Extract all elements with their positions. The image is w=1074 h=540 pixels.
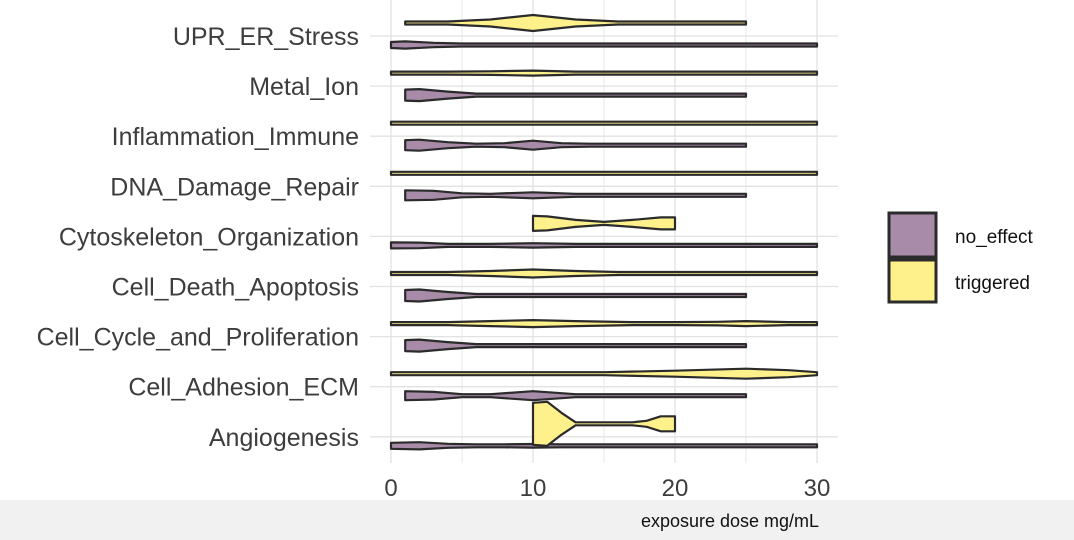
grid-layer <box>370 0 838 463</box>
violin-triggered <box>531 214 677 232</box>
x-tick-label: 30 <box>804 475 831 502</box>
legend-label-no-effect: no_effect <box>955 227 1034 248</box>
violin-triggered <box>389 367 819 380</box>
footer-band <box>0 500 1074 540</box>
violin-triggered <box>389 319 819 329</box>
violin-no-effect <box>389 441 819 451</box>
violin-no-effect <box>404 138 748 152</box>
violin-no-effect <box>389 40 819 50</box>
legend-swatch-no-effect <box>887 211 938 259</box>
violin-triggered <box>389 120 819 126</box>
violin-layer <box>389 13 819 451</box>
category-label: Inflammation_Immune <box>112 123 359 151</box>
category-label: Cell_Adhesion_ECM <box>128 374 359 402</box>
violin-triggered <box>389 170 819 176</box>
x-axis-title: exposure dose mg/mL <box>641 511 819 531</box>
violin-triggered <box>389 268 819 279</box>
category-label: Cytoskeleton_Organization <box>59 223 359 251</box>
violin-no-effect <box>389 241 819 250</box>
x-tick-label: 0 <box>384 475 397 502</box>
category-label: Cell_Cycle_and_Proliferation <box>37 324 359 352</box>
violin-triggered <box>531 400 677 447</box>
violin-no-effect <box>404 288 748 303</box>
violin-triggered <box>389 69 819 77</box>
violin-no-effect <box>404 390 748 402</box>
category-label: Angiogenesis <box>209 424 359 452</box>
category-label: Cell_Death_Apoptosis <box>112 274 359 302</box>
category-label: DNA_Damage_Repair <box>110 173 359 201</box>
legend-swatch-triggered <box>887 258 938 304</box>
category-label: Metal_Ion <box>249 73 359 101</box>
violin-no-effect <box>404 338 748 353</box>
legend: no_effect triggered <box>887 211 1034 304</box>
legend-label-triggered: triggered <box>955 273 1030 294</box>
x-tick-label: 20 <box>662 475 689 502</box>
category-label: UPR_ER_Stress <box>173 23 359 51</box>
x-tick-label: 10 <box>520 475 547 502</box>
violin-triggered <box>404 13 748 33</box>
violin-no-effect <box>404 88 748 103</box>
x-tick-labels: 0 10 20 30 <box>384 475 830 502</box>
violin-no-effect <box>404 189 748 202</box>
category-labels: UPR_ER_Stress Metal_Ion Inflammation_Immun… <box>37 23 359 452</box>
